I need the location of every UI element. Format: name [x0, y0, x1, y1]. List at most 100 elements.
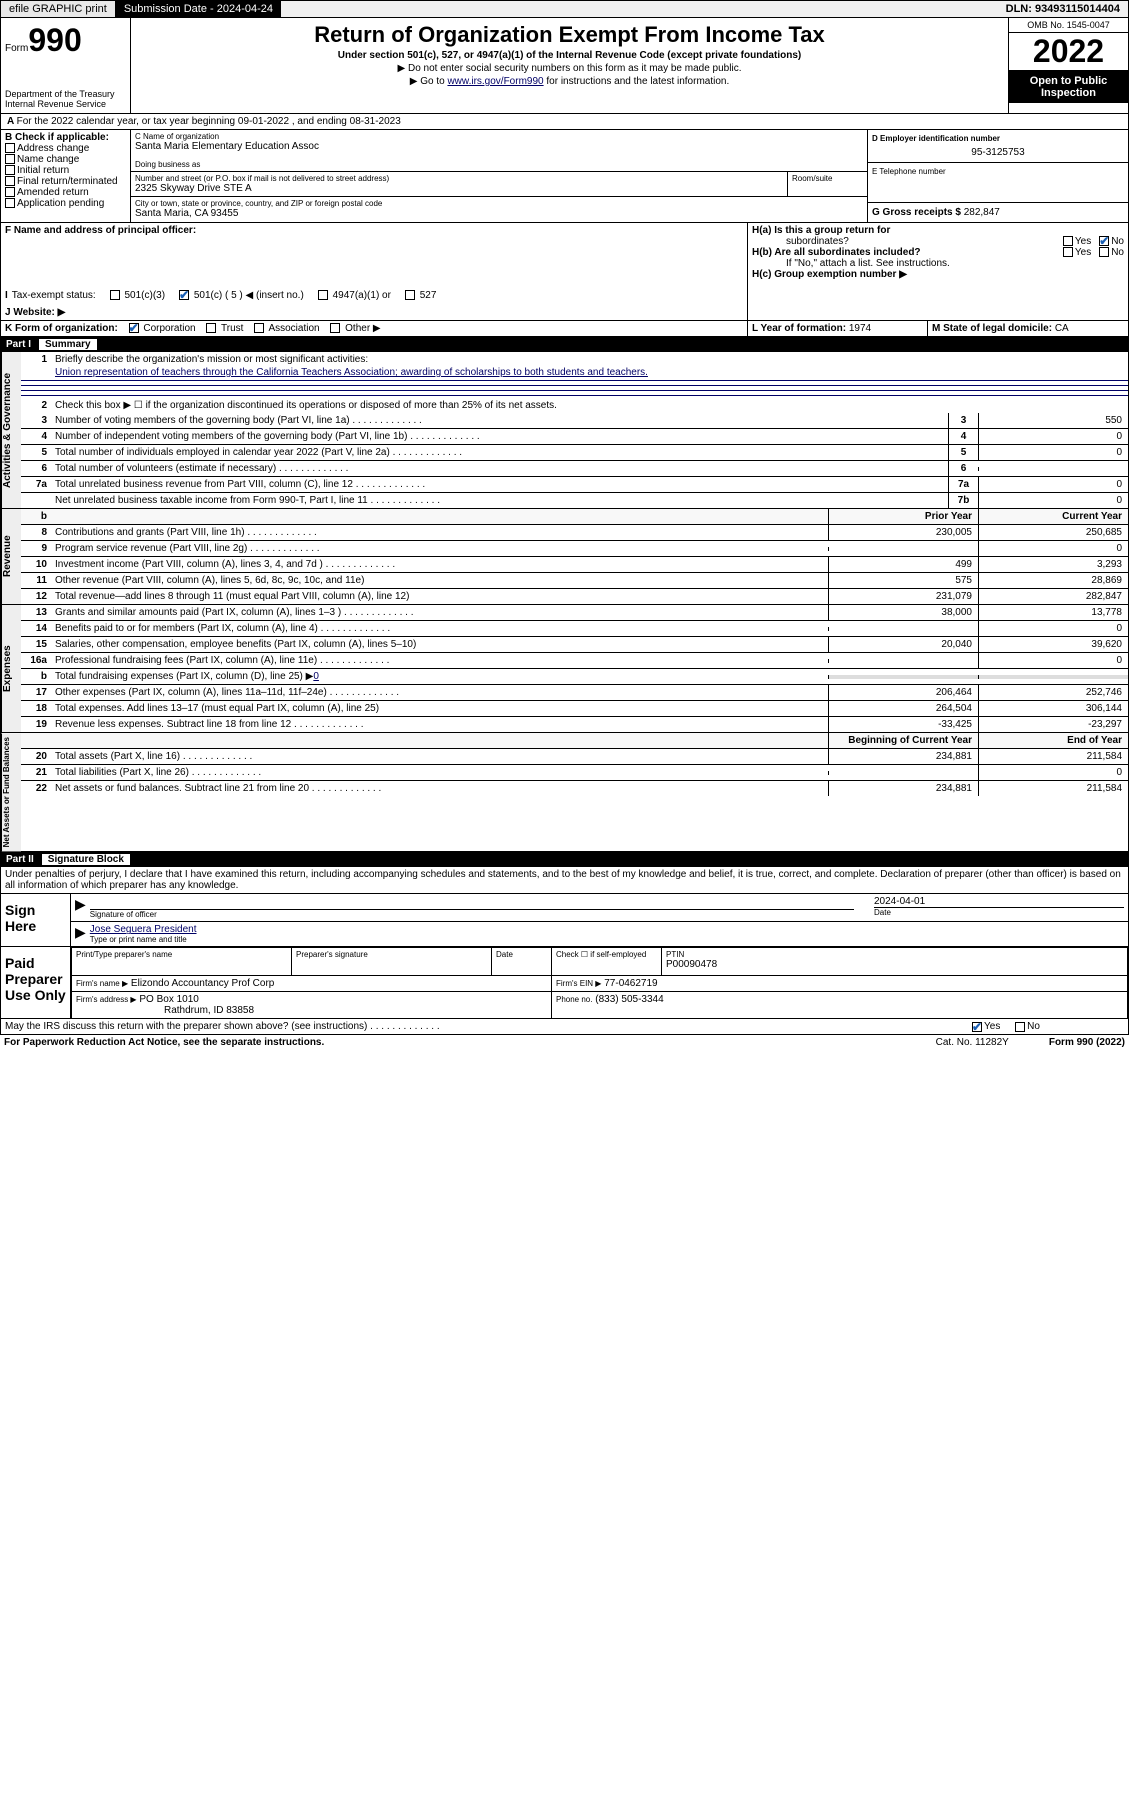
page-footer: For Paperwork Reduction Act Notice, see … [0, 1035, 1129, 1050]
opt-501c3[interactable]: 501(c)(3) [110, 290, 165, 301]
vtab-expenses: Expenses [1, 605, 21, 732]
opt-501c[interactable]: 501(c) ( 5 ) ◀ (insert no.) [179, 290, 304, 301]
line17-current: 252,746 [978, 685, 1128, 700]
line18: Total expenses. Add lines 13–17 (must eq… [51, 701, 828, 716]
firm-name: Elizondo Accountancy Prof Corp [131, 978, 274, 989]
line16a: Professional fundraising fees (Part IX, … [51, 653, 828, 668]
opt-other[interactable]: Other ▶ [330, 323, 380, 334]
form-header: Form990 Department of the Treasury Inter… [0, 18, 1129, 114]
boc-label: Beginning of Current Year [828, 733, 978, 748]
vtab-governance: Activities & Governance [1, 352, 21, 508]
jurat: Under penalties of perjury, I declare th… [1, 867, 1128, 894]
opt-app-pending[interactable]: Application pending [5, 198, 126, 209]
firm-ein: 77-0462719 [604, 978, 657, 989]
tax-period: For the 2022 calendar year, or tax year … [17, 116, 401, 127]
efile-button[interactable]: efile GRAPHIC print [1, 1, 116, 17]
current-year-label: Current Year [978, 509, 1128, 524]
line10-current: 3,293 [978, 557, 1128, 572]
vtab-revenue: Revenue [1, 509, 21, 604]
opt-amended[interactable]: Amended return [5, 187, 126, 198]
box-l-label: L Year of formation: [752, 323, 846, 334]
hc-label: H(c) Group exemption number ▶ [752, 269, 1124, 280]
line20-prior: 234,881 [828, 749, 978, 764]
line5: Total number of individuals employed in … [51, 445, 948, 460]
street-label: Number and street (or P.O. box if mail i… [135, 174, 783, 183]
check-self-employed[interactable]: Check ☐ if self-employed [556, 950, 657, 959]
ha-no[interactable]: No [1099, 236, 1124, 247]
irs-label: Internal Revenue Service [5, 99, 126, 109]
opt-trust[interactable]: Trust [206, 323, 243, 334]
open-inspection: Open to Public Inspection [1009, 71, 1128, 103]
opt-527[interactable]: 527 [405, 290, 436, 301]
line3-val: 550 [978, 413, 1128, 428]
eoy-label: End of Year [978, 733, 1128, 748]
opt-assoc[interactable]: Association [254, 323, 319, 334]
phone-label: Phone no. [556, 995, 592, 1004]
may-irs-discuss: May the IRS discuss this return with the… [5, 1021, 440, 1032]
line4: Number of independent voting members of … [51, 429, 948, 444]
line2: Check this box ▶ ☐ if the organization d… [51, 398, 1128, 413]
arrow-icon: ▶ [75, 896, 86, 919]
line9-current: 0 [978, 541, 1128, 556]
firm-addr1: PO Box 1010 [139, 994, 198, 1005]
expenses-section: Expenses 13Grants and similar amounts pa… [0, 605, 1129, 733]
part2-title: Signature Block [42, 854, 130, 865]
part1-header: Part I Summary [0, 337, 1129, 352]
hb-yes[interactable]: Yes [1063, 247, 1091, 258]
paperwork-notice: For Paperwork Reduction Act Notice, see … [4, 1037, 324, 1048]
line5-val: 0 [978, 445, 1128, 460]
line14-prior [828, 627, 978, 631]
hb-no[interactable]: No [1099, 247, 1124, 258]
line16b: Total fundraising expenses (Part IX, col… [51, 669, 828, 684]
hb-note: If "No," attach a list. See instructions… [786, 258, 1124, 269]
line17: Other expenses (Part IX, column (A), lin… [51, 685, 828, 700]
fh-block: F Name and address of principal officer:… [0, 223, 1129, 321]
line15: Salaries, other compensation, employee b… [51, 637, 828, 652]
officer-name-title: Jose Seguera President [90, 924, 1124, 935]
line14: Benefits paid to or for members (Part IX… [51, 621, 828, 636]
opt-name-change[interactable]: Name change [5, 154, 126, 165]
opt-4947[interactable]: 4947(a)(1) or [318, 290, 391, 301]
subtitle-2: ▶ Do not enter social security numbers o… [135, 63, 1004, 74]
may-irs-row: May the IRS discuss this return with the… [0, 1019, 1129, 1035]
revenue-section: Revenue bPrior YearCurrent Year 8Contrib… [0, 509, 1129, 605]
domicile-state: CA [1055, 323, 1069, 334]
line10-prior: 499 [828, 557, 978, 572]
line4-val: 0 [978, 429, 1128, 444]
discuss-yes[interactable]: Yes [972, 1021, 1000, 1032]
arrow-icon: ▶ [75, 924, 86, 944]
prior-year-label: Prior Year [828, 509, 978, 524]
activities-governance: Activities & Governance 1Briefly describ… [0, 352, 1129, 509]
sign-here-label: Sign Here [1, 894, 71, 946]
part1-title: Summary [39, 339, 97, 350]
entity-block: B Check if applicable: Address change Na… [0, 130, 1129, 223]
form-version: Form 990 (2022) [1049, 1037, 1125, 1048]
hb-label: H(b) Are all subordinates included? [752, 247, 921, 258]
box-i-label: Tax-exempt status: [12, 290, 96, 301]
form-number: 990 [28, 22, 81, 58]
line13-prior: 38,000 [828, 605, 978, 620]
line10: Investment income (Part VIII, column (A)… [51, 557, 828, 572]
discuss-no[interactable]: No [1015, 1021, 1040, 1032]
room-label: Room/suite [792, 174, 863, 183]
ptin-label: PTIN [666, 950, 1123, 959]
gross-receipts: 282,847 [964, 207, 1000, 218]
irs-link[interactable]: www.irs.gov/Form990 [447, 76, 543, 87]
ha-yes[interactable]: Yes [1063, 236, 1091, 247]
line16a-current: 0 [978, 653, 1128, 668]
opt-corp[interactable]: Corporation [129, 323, 196, 334]
subtitle-3: ▶ Go to www.irs.gov/Form990 for instruct… [135, 76, 1004, 87]
opt-initial-return[interactable]: Initial return [5, 165, 126, 176]
line22-current: 211,584 [978, 781, 1128, 796]
box-c-label: C Name of organization [135, 132, 863, 141]
line9-prior [828, 547, 978, 551]
prep-name-label: Print/Type preparer's name [76, 950, 287, 959]
klm-row: K Form of organization: Corporation Trus… [0, 321, 1129, 337]
line18-current: 306,144 [978, 701, 1128, 716]
line8-current: 250,685 [978, 525, 1128, 540]
cat-number: Cat. No. 11282Y [936, 1037, 1009, 1048]
line14-current: 0 [978, 621, 1128, 636]
opt-address-change[interactable]: Address change [5, 143, 126, 154]
box-e-label: E Telephone number [872, 167, 1124, 176]
opt-final-return[interactable]: Final return/terminated [5, 176, 126, 187]
